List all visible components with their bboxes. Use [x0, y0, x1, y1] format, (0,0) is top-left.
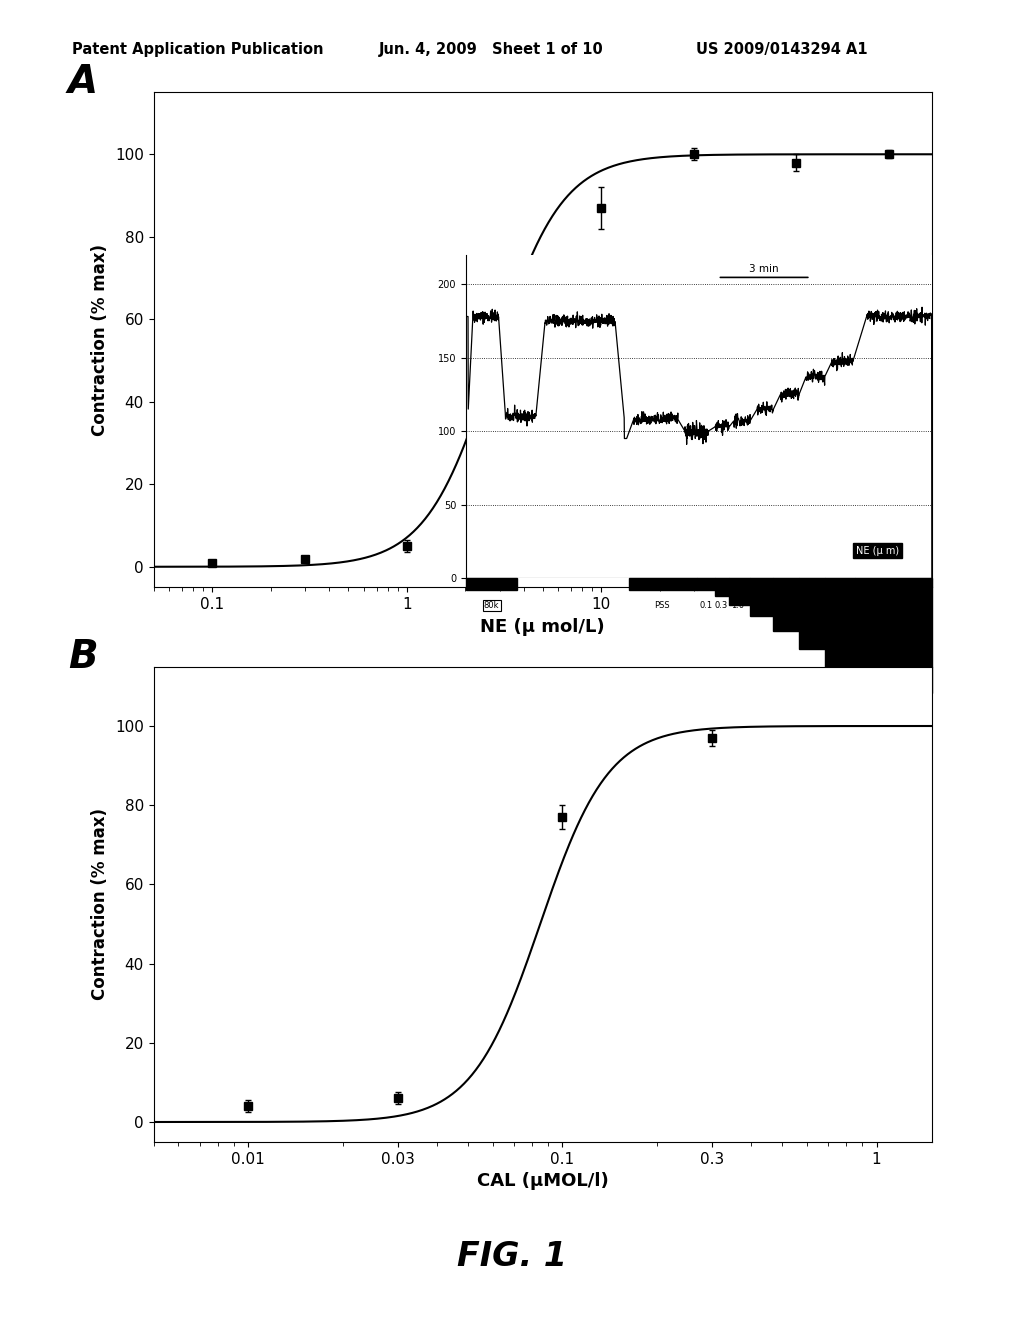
- Text: PSS: PSS: [653, 601, 670, 610]
- Bar: [715, 578, 729, 595]
- Text: 30: 30: [806, 601, 816, 610]
- X-axis label: NE (μ mol/L): NE (μ mol/L): [480, 618, 605, 636]
- Text: 100: 100: [828, 601, 844, 610]
- Text: NE (μ m): NE (μ m): [856, 545, 899, 556]
- Bar: [855, 578, 932, 693]
- X-axis label: CAL (μMOL/l): CAL (μMOL/l): [477, 1172, 608, 1191]
- Text: 0.3: 0.3: [715, 601, 728, 610]
- Bar: [751, 578, 773, 616]
- Text: 3.0: 3.0: [754, 601, 767, 610]
- Text: 1.0: 1.0: [731, 601, 744, 610]
- Bar: [696, 578, 715, 590]
- Bar: [629, 578, 696, 590]
- Text: 10: 10: [780, 601, 791, 610]
- Bar: [799, 578, 824, 648]
- Y-axis label: Contraction (% max): Contraction (% max): [91, 244, 110, 436]
- Text: 3 min: 3 min: [750, 264, 779, 275]
- Text: 0.1: 0.1: [699, 601, 713, 610]
- Text: Jun. 4, 2009   Sheet 1 of 10: Jun. 4, 2009 Sheet 1 of 10: [379, 42, 603, 57]
- Bar: [824, 578, 855, 669]
- Text: US 2009/0143294 A1: US 2009/0143294 A1: [696, 42, 868, 57]
- Text: 80k: 80k: [483, 601, 500, 610]
- Text: Patent Application Publication: Patent Application Publication: [72, 42, 324, 57]
- Bar: [729, 578, 751, 605]
- Text: FIG. 1: FIG. 1: [457, 1241, 567, 1272]
- Bar: [773, 578, 799, 631]
- Y-axis label: Contraction (% max): Contraction (% max): [91, 808, 110, 1001]
- Text: A: A: [68, 62, 98, 100]
- Bar: [466, 578, 517, 590]
- Text: B: B: [68, 638, 97, 676]
